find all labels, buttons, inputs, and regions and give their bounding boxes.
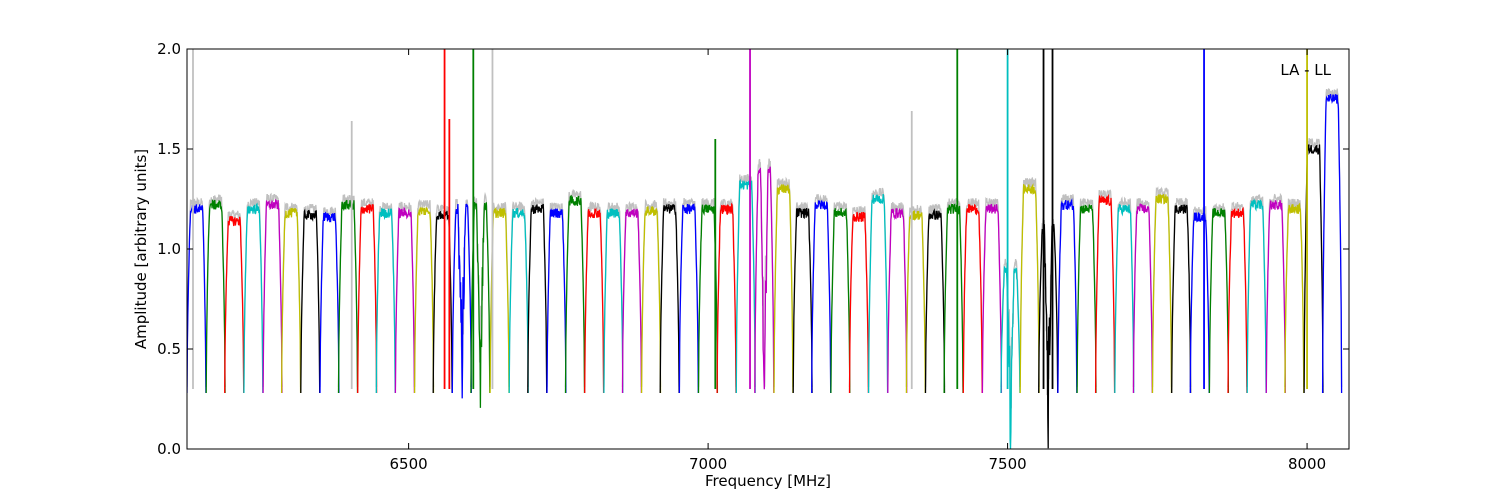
y-tick-label-3: 1.5 <box>157 140 181 158</box>
window-trace-2 <box>224 215 245 394</box>
window-trace-4 <box>262 198 283 394</box>
window-trace-48 <box>1094 193 1116 394</box>
y-tick-label-1: 0.5 <box>157 340 181 358</box>
x-tick-label-3: 8000 <box>1288 455 1326 473</box>
window-trace-1 <box>205 199 226 394</box>
window-trace-12 <box>413 206 435 394</box>
window-trace-58 <box>1284 202 1305 394</box>
x-tick-label-0: 6500 <box>390 455 428 473</box>
window-trace-57 <box>1265 200 1286 394</box>
window-trace-41 <box>962 203 983 394</box>
window-trace-14 <box>451 203 472 399</box>
window-trace-19 <box>546 208 567 394</box>
window-trace-49 <box>1114 204 1135 394</box>
window-trace-0 <box>187 204 207 394</box>
window-trace-23 <box>621 208 643 394</box>
ticks-layer: 6500 7000 7500 8000 0.0 0.5 1.0 1.5 2.0 <box>157 40 1349 473</box>
y-axis-label: Amplitude [arbitrary units] <box>132 149 150 349</box>
window-trace-5 <box>280 207 302 394</box>
plot-frame <box>186 48 1350 450</box>
x-axis-label: Frequency [MHz] <box>705 472 831 490</box>
window-trace-21 <box>584 207 605 394</box>
window-trace-45 <box>1038 224 1059 449</box>
window-trace-33 <box>811 200 832 394</box>
window-trace-18 <box>527 203 548 394</box>
window-trace-55 <box>1227 206 1248 394</box>
window-trace-52 <box>1171 204 1192 394</box>
window-trace-10 <box>375 207 396 394</box>
window-trace-29 <box>735 178 756 394</box>
window-trace-51 <box>1151 193 1173 394</box>
window-trace-44 <box>1019 183 1040 394</box>
window-trace-54 <box>1208 208 1230 394</box>
y-tick-label-2: 1.0 <box>157 240 181 258</box>
window-trace-17 <box>508 207 529 394</box>
window-trace-6 <box>300 208 321 394</box>
window-trace-3 <box>243 202 264 394</box>
window-trace-36 <box>867 194 889 394</box>
y-tick-label-4: 2.0 <box>157 40 181 58</box>
window-trace-38 <box>905 210 926 394</box>
window-trace-11 <box>394 206 416 394</box>
annotation-label: LA - LL <box>1280 61 1331 79</box>
window-trace-42 <box>981 203 1003 394</box>
window-trace-8 <box>337 199 359 394</box>
window-trace-22 <box>603 208 624 394</box>
window-trace-47 <box>1076 204 1097 394</box>
window-trace-9 <box>357 204 378 394</box>
window-trace-53 <box>1189 211 1210 394</box>
window-trace-46 <box>1057 198 1078 394</box>
window-trace-35 <box>848 211 870 394</box>
window-trace-24 <box>640 205 662 394</box>
window-trace-7 <box>319 211 340 394</box>
window-trace-25 <box>659 203 680 394</box>
window-trace-39 <box>924 208 946 394</box>
window-trace-37 <box>887 207 908 394</box>
window-trace-40 <box>943 203 964 394</box>
window-trace-50 <box>1132 203 1153 394</box>
y-tick-label-0: 0.0 <box>157 440 181 458</box>
window-trace-28 <box>716 202 737 394</box>
x-tick-label-2: 7500 <box>988 455 1026 473</box>
window-trace-20 <box>564 194 586 394</box>
window-trace-56 <box>1246 198 1267 394</box>
window-trace-31 <box>773 184 794 394</box>
window-trace-60 <box>1321 93 1343 394</box>
window-trace-30 <box>754 166 775 394</box>
series-layer <box>187 49 1343 449</box>
window-trace-26 <box>678 203 699 394</box>
x-tick-label-1: 7000 <box>689 455 727 473</box>
window-trace-34 <box>830 207 851 394</box>
window-trace-32 <box>792 207 813 394</box>
window-trace-43 <box>1000 266 1021 449</box>
window-trace-27 <box>697 204 719 394</box>
